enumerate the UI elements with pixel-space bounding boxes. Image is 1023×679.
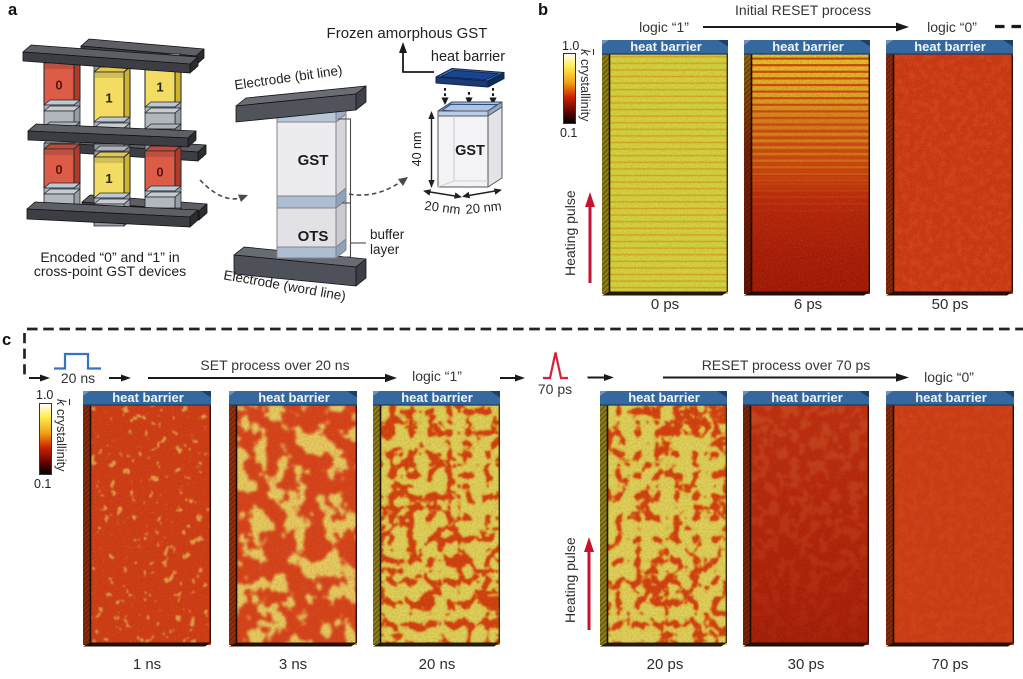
svg-text:heat barrier: heat barrier: [772, 40, 844, 54]
svg-text:0: 0: [55, 78, 62, 93]
svg-text:heat barrier: heat barrier: [914, 40, 986, 54]
svg-text:1: 1: [156, 80, 163, 95]
svg-text:20 nm: 20 nm: [424, 198, 462, 217]
svg-text:buffer: buffer: [370, 227, 405, 242]
svg-text:Electrode (bit line): Electrode (bit line): [233, 63, 343, 93]
svg-text:0: 0: [156, 165, 163, 180]
svg-text:heat barrier: heat barrier: [630, 40, 702, 54]
svg-text:heat barrier: heat barrier: [258, 391, 330, 405]
svg-text:heat barrier: heat barrier: [771, 391, 843, 405]
svg-text:0: 0: [55, 162, 62, 177]
svg-text:GST: GST: [455, 143, 485, 159]
svg-text:heat barrier: heat barrier: [112, 391, 184, 405]
svg-text:GST: GST: [298, 152, 329, 169]
svg-text:heat barrier: heat barrier: [401, 391, 473, 405]
svg-text:1: 1: [105, 91, 112, 106]
svg-text:layer: layer: [370, 242, 400, 257]
svg-text:heat barrier: heat barrier: [628, 391, 700, 405]
svg-text:20 nm: 20 nm: [465, 198, 503, 217]
svg-text:40 nm: 40 nm: [410, 132, 424, 167]
svg-text:Frozen amorphous GST: Frozen amorphous GST: [327, 25, 488, 42]
svg-text:heat barrier: heat barrier: [915, 391, 987, 405]
svg-text:heat barrier: heat barrier: [431, 49, 505, 65]
svg-text:1: 1: [105, 171, 112, 186]
svg-text:OTS: OTS: [298, 228, 329, 245]
